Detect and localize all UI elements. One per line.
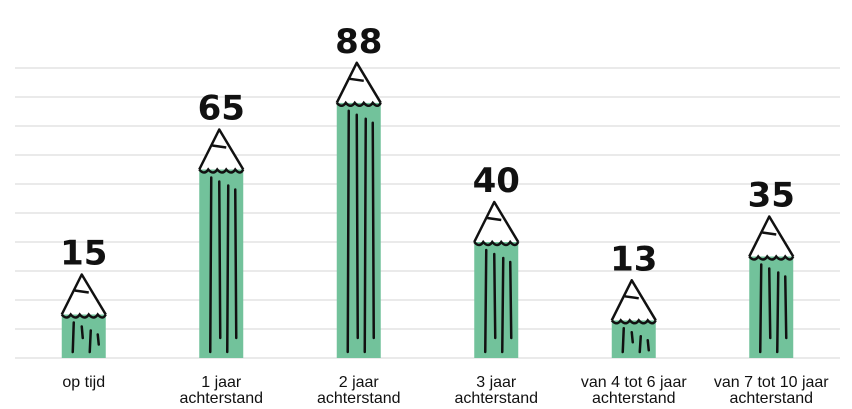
pencil-stroke (501, 256, 505, 354)
x-tick-label: van 7 tot 10 jaar achterstand (713, 374, 829, 407)
pencil-lead (212, 144, 227, 149)
value-label: 88 (335, 22, 382, 62)
value-label: 35 (748, 176, 795, 216)
pencil-tip (473, 200, 520, 243)
pencil-lead (624, 295, 639, 300)
pencil-stroke (371, 121, 375, 340)
pencil-stroke (768, 267, 772, 340)
x-tick-label: 2 jaar achterstand (316, 374, 401, 407)
pencil-edge (610, 318, 657, 325)
pencil-lead (762, 231, 777, 236)
pencil-stroke (638, 335, 642, 354)
x-tick-label: 3 jaar achterstand (454, 374, 539, 407)
pencil-edge (60, 312, 107, 319)
pencil-lead (349, 77, 364, 83)
pencil-edge (198, 167, 245, 174)
pencil-stroke (363, 117, 367, 354)
value-label: 15 (60, 234, 107, 274)
pencil-stroke (784, 275, 788, 340)
pencil-stroke (209, 176, 213, 354)
pencil-tip (198, 128, 245, 171)
pencil-lead (487, 216, 502, 222)
pencil-edge (473, 239, 520, 247)
pencil-stroke (509, 260, 513, 340)
pencil-stroke (776, 271, 780, 354)
pencil-stroke (484, 248, 488, 354)
pencil-stroke (621, 327, 625, 354)
value-label: 65 (198, 89, 245, 129)
value-label: 40 (473, 161, 520, 201)
pencil-tip (748, 215, 795, 258)
pencil-stroke (80, 325, 84, 340)
pencil-stroke (226, 184, 230, 354)
x-tick-label: op tijd (62, 374, 106, 391)
pencil-stroke (71, 321, 75, 354)
pencil-stroke (346, 109, 350, 354)
pencil-stroke (646, 339, 650, 352)
pencil-stroke (759, 263, 763, 354)
pencil-tip (610, 279, 657, 321)
pencil-edge (748, 254, 795, 261)
pencil-stroke (630, 331, 634, 344)
bar (611, 320, 656, 358)
pencil-edge (335, 100, 382, 108)
pencil-tip (335, 61, 382, 104)
pencil-tip (60, 273, 107, 316)
pencil-stroke (88, 329, 92, 354)
pencil-lead (74, 289, 89, 294)
x-tick-label: 1 jaar achterstand (179, 374, 264, 407)
pencil-stroke (234, 188, 238, 340)
x-tick-label: van 4 tot 6 jaar achterstand (580, 374, 687, 407)
value-label: 13 (610, 239, 657, 279)
pencil-stroke (493, 252, 497, 340)
pencil-stroke (96, 333, 100, 346)
pencil-stroke (218, 180, 222, 340)
pencil-stroke (355, 113, 359, 340)
